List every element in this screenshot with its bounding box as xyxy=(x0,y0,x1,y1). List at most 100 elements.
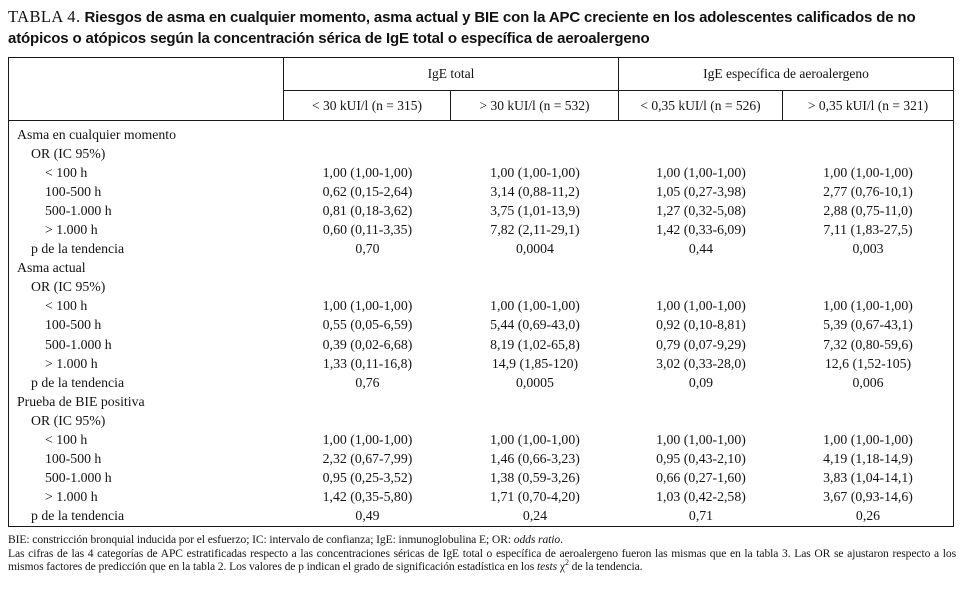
column-header: < 30 kUI/l (n = 315) xyxy=(284,91,451,120)
p-trend-label: p de la tendencia xyxy=(31,508,125,524)
cell-value: 0,39 (0,02-6,68) xyxy=(322,336,413,352)
table-row: < 100 h 1,00 (1,00-1,00) 1,00 (1,00-1,00) 1… xyxy=(9,431,953,450)
column-header: > 30 kUI/l (n = 532) xyxy=(451,91,619,120)
table-row: > 1.000 h 0,60 (0,11-3,35) 7,82 (2,11-29,1… xyxy=(9,220,953,239)
p-trend-label: p de la tendencia xyxy=(31,374,125,390)
footnote: BIE: constricción bronquial inducida por… xyxy=(8,533,563,546)
cell-value: 1,00 (1,00-1,00) xyxy=(322,432,413,448)
footnote: Las cifras de las 4 categorías de APC es… xyxy=(8,546,956,574)
column-group-ige-especifica: IgE específica de aeroalergeno xyxy=(619,58,953,91)
cell-value: 1,38 (0,59-3,26) xyxy=(490,470,580,486)
cell-value: 3,67 (0,93-14,6) xyxy=(823,489,913,505)
cell-value: 1,00 (1,00-1,00) xyxy=(656,164,746,180)
table-row: OR (IC 95%) xyxy=(9,411,953,430)
cell-value: 1,71 (0,70-4,20) xyxy=(490,489,580,505)
row-label: < 100 h xyxy=(45,432,88,448)
cell-value: 0,60 (0,11-3,35) xyxy=(322,222,413,238)
cell-value: 1,00 (1,00-1,00) xyxy=(490,432,580,448)
cell-value: 0,09 xyxy=(688,374,714,390)
section-subheading: OR (IC 95%) xyxy=(31,412,106,428)
cell-value: 1,27 (0,32-5,08) xyxy=(656,202,746,218)
table-row: 100-500 h 0,55 (0,05-6,59) 5,44 (0,69-43,0… xyxy=(9,316,953,335)
cell-value: 7,82 (2,11-29,1) xyxy=(490,222,580,238)
row-label: > 1.000 h xyxy=(45,222,98,238)
section-subheading: OR (IC 95%) xyxy=(31,279,106,295)
table-row: 500-1.000 h 0,39 (0,02-6,68) 8,19 (1,02-65… xyxy=(9,335,953,354)
cell-value: 0,0005 xyxy=(516,374,554,390)
cell-value: 0,95 (0,25-3,52) xyxy=(322,470,413,486)
table-row: 500-1.000 h 0,95 (0,25-3,52) 1,38 (0,59-3,… xyxy=(9,469,953,488)
cell-value: 1,00 (1,00-1,00) xyxy=(322,298,413,314)
cell-value: 0,55 (0,05-6,59) xyxy=(322,317,413,333)
cell-value: 0,81 (0,18-3,62) xyxy=(322,202,413,218)
cell-value: 14,9 (1,85-120) xyxy=(491,355,579,371)
table-row: > 1.000 h 1,42 (0,35-5,80) 1,71 (0,70-4,20… xyxy=(9,488,953,507)
cell-value: 2,32 (0,67-7,99) xyxy=(322,451,413,467)
cell-value: 3,83 (1,04-14,1) xyxy=(823,470,913,486)
data-table: IgE total IgE específica de aeroalergeno… xyxy=(8,57,954,527)
cell-value: 1,42 (0,35-5,80) xyxy=(322,489,413,505)
cell-value: 1,00 (1,00-1,00) xyxy=(656,432,746,448)
cell-value: 1,00 (1,00-1,00) xyxy=(490,298,580,314)
cell-value: 0,62 (0,15-2,64) xyxy=(322,183,413,199)
cell-value: 1,46 (0,66-3,23) xyxy=(490,451,580,467)
cell-value: 0,76 xyxy=(355,374,380,390)
cell-value: 0,71 xyxy=(688,508,714,524)
cell-value: 12,6 (1,52-105) xyxy=(824,355,912,371)
cell-value: 3,14 (0,88-11,2) xyxy=(490,183,580,199)
section-heading: Asma actual xyxy=(17,260,86,276)
row-label: 500-1.000 h xyxy=(45,202,112,218)
cell-value: 5,44 (0,69-43,0) xyxy=(490,317,580,333)
cell-value: 0,44 xyxy=(688,241,714,257)
table-row: < 100 h 1,00 (1,00-1,00) 1,00 (1,00-1,00) 1… xyxy=(9,297,953,316)
row-label: 100-500 h xyxy=(45,183,102,199)
header-stub xyxy=(9,91,284,120)
table-number: TABLA 4. xyxy=(8,7,81,26)
cell-value: 0,92 (0,10-8,81) xyxy=(656,317,746,333)
cell-value: 0,66 (0,27-1,60) xyxy=(656,470,746,486)
row-label: > 1.000 h xyxy=(45,489,98,505)
cell-value: 1,42 (0,33-6,09) xyxy=(656,222,746,238)
table-row: 100-500 h 0,62 (0,15-2,64) 3,14 (0,88-11,2… xyxy=(9,182,953,201)
cell-value: 1,05 (0,27-3,98) xyxy=(656,183,746,199)
table-row: OR (IC 95%) xyxy=(9,144,953,163)
column-group-ige-total: IgE total xyxy=(284,58,619,91)
cell-value: 2,88 (0,75-11,0) xyxy=(823,202,913,218)
cell-value: 0,49 xyxy=(355,508,380,524)
cell-value: 7,11 (1,83-27,5) xyxy=(823,222,913,238)
header-stub xyxy=(9,58,284,91)
section-subheading: OR (IC 95%) xyxy=(31,145,106,161)
cell-value: 1,33 (0,11-16,8) xyxy=(322,355,413,371)
cell-value: 2,77 (0,76-10,1) xyxy=(823,183,913,199)
cell-value: 0,79 (0,07-9,29) xyxy=(656,336,746,352)
table-row: p de la tendencia 0,49 0,24 0,71 0,26 xyxy=(9,507,953,526)
table-row: Prueba de BIE positiva xyxy=(9,392,953,411)
cell-value: 1,03 (0,42-2,58) xyxy=(656,489,746,505)
cell-value: 7,32 (0,80-59,6) xyxy=(823,336,913,352)
cell-value: 0,003 xyxy=(852,241,884,257)
row-label: 100-500 h xyxy=(45,317,102,333)
cell-value: 3,02 (0,33-28,0) xyxy=(656,355,746,371)
table-row: Asma actual xyxy=(9,259,953,278)
cell-value: 1,00 (1,00-1,00) xyxy=(322,164,413,180)
table-row: > 1.000 h 1,33 (0,11-16,8) 14,9 (1,85-120)… xyxy=(9,354,953,373)
cell-value: 8,19 (1,02-65,8) xyxy=(490,336,580,352)
cell-value: 1,00 (1,00-1,00) xyxy=(823,298,913,314)
cell-value: 4,19 (1,18-14,9) xyxy=(823,451,913,467)
row-label: 100-500 h xyxy=(45,451,102,467)
cell-value: 1,00 (1,00-1,00) xyxy=(490,164,580,180)
cell-value: 1,00 (1,00-1,00) xyxy=(656,298,746,314)
cell-value: 3,75 (1,01-13,9) xyxy=(490,202,580,218)
table-row: 500-1.000 h 0,81 (0,18-3,62) 3,75 (1,01-13… xyxy=(9,201,953,220)
table-row: 100-500 h 2,32 (0,67-7,99) 1,46 (0,66-3,23… xyxy=(9,450,953,469)
cell-value: 5,39 (0,67-43,1) xyxy=(823,317,913,333)
table-title: TABLA 4. Riesgos de asma en cualquier mo… xyxy=(8,6,956,49)
row-label: < 100 h xyxy=(45,164,88,180)
header-subcolumn-row: < 30 kUI/l (n = 315) > 30 kUI/l (n = 532… xyxy=(9,91,953,121)
cell-value: 1,00 (1,00-1,00) xyxy=(823,432,913,448)
cell-value: 0,26 xyxy=(855,508,881,524)
row-label: 500-1.000 h xyxy=(45,336,112,352)
table-row: p de la tendencia 0,70 0,0004 0,44 0,003 xyxy=(9,240,953,259)
row-label: < 100 h xyxy=(45,298,88,314)
